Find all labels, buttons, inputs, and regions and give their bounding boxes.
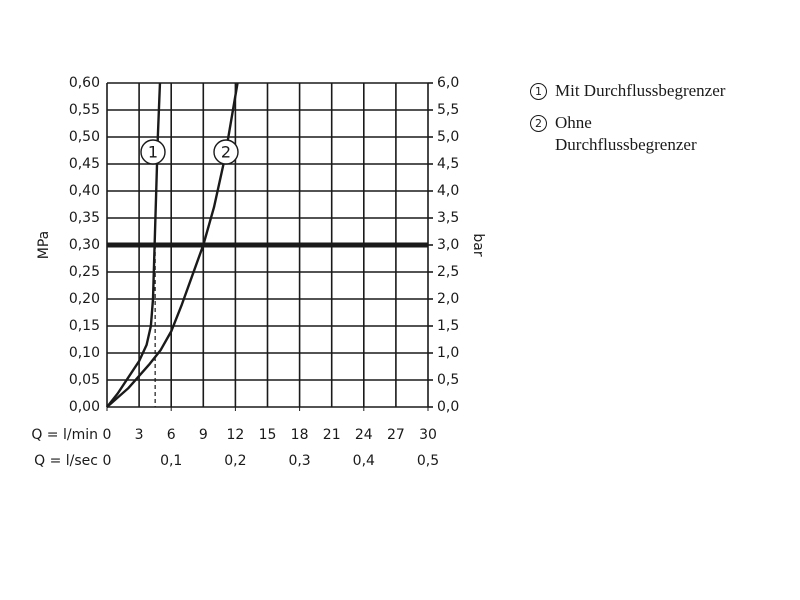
y2-tick-label: 1,5 bbox=[437, 318, 459, 334]
x2-tick-label: 0,3 bbox=[288, 453, 310, 469]
x-tick-label: 24 bbox=[355, 427, 373, 443]
x-tick-label: 18 bbox=[291, 427, 309, 443]
y-tick-label: 0,40 bbox=[69, 183, 100, 199]
x-tick-label: 15 bbox=[259, 427, 277, 443]
curve-label: 2 bbox=[221, 143, 231, 162]
y2-tick-label: 2,5 bbox=[437, 264, 459, 280]
x-axis-label: Q = l/min bbox=[31, 427, 98, 443]
curve bbox=[106, 82, 239, 408]
x-tick-label: 3 bbox=[135, 427, 144, 443]
y2-tick-label: 5,5 bbox=[437, 102, 459, 118]
chart: MPa bar Q = l/min Q = l/sec 0 3 6 9 12 15 18 21… bbox=[31, 75, 486, 469]
x2-tick-label: 0,5 bbox=[417, 453, 439, 469]
y2-tick-label: 1,0 bbox=[437, 345, 459, 361]
y-axis-label: MPa bbox=[36, 231, 52, 259]
y2-tick-label: 0,0 bbox=[437, 399, 459, 415]
y-tick-label: 0,00 bbox=[69, 399, 100, 415]
legend-label: Ohne Durchflussbegrenzer bbox=[555, 113, 697, 154]
x2-tick-label: 0,1 bbox=[160, 453, 182, 469]
x2-axis-label: Q = l/sec bbox=[34, 453, 98, 469]
y-tick-label: 0,30 bbox=[69, 237, 100, 253]
x2-tick-label: 0,4 bbox=[353, 453, 375, 469]
legend-marker: 2 bbox=[530, 115, 547, 132]
y-tick-label: 0,15 bbox=[69, 318, 100, 334]
y2-tick-label: 4,5 bbox=[437, 156, 459, 172]
x-tick-label: 30 bbox=[419, 427, 437, 443]
y2-tick-label: 6,0 bbox=[437, 75, 459, 91]
y2-tick-label: 3,0 bbox=[437, 237, 459, 253]
y-tick-label: 0,55 bbox=[69, 102, 100, 118]
x-tick-label: 9 bbox=[199, 427, 208, 443]
y-tick-label: 0,35 bbox=[69, 210, 100, 226]
legend-item: 1 Mit Durchflussbegrenzer bbox=[530, 80, 790, 102]
y-tick-label: 0,60 bbox=[69, 75, 100, 91]
y-tick-label: 0,50 bbox=[69, 129, 100, 145]
curve bbox=[106, 82, 162, 408]
y2-tick-label: 3,5 bbox=[437, 210, 459, 226]
x-tick-label: 0 bbox=[103, 427, 112, 443]
x2-tick-label: 0,2 bbox=[224, 453, 246, 469]
curve-label-circle bbox=[140, 139, 166, 165]
curve-label-circle bbox=[213, 139, 239, 165]
y-tick-label: 0,10 bbox=[69, 345, 100, 361]
y2-axis-label: bar bbox=[470, 233, 486, 256]
y-tick-label: 0,45 bbox=[69, 156, 100, 172]
x-tick-label: 21 bbox=[323, 427, 341, 443]
y-tick-label: 0,05 bbox=[69, 372, 100, 388]
x-tick-label: 12 bbox=[226, 427, 244, 443]
legend: 1 Mit Durchflussbegrenzer 2 Ohne Durchfluss… bbox=[530, 80, 790, 166]
y2-tick-label: 4,0 bbox=[437, 183, 459, 199]
legend-marker: 1 bbox=[530, 83, 547, 100]
y-tick-label: 0,25 bbox=[69, 264, 100, 280]
x-tick-label: 27 bbox=[387, 427, 405, 443]
y2-tick-label: 2,0 bbox=[437, 291, 459, 307]
x-tick-label: 6 bbox=[167, 427, 176, 443]
legend-item: 2 Ohne Durchflussbegrenzer bbox=[530, 112, 790, 156]
y2-tick-label: 0,5 bbox=[437, 372, 459, 388]
curve-label: 1 bbox=[148, 143, 158, 162]
y2-tick-label: 5,0 bbox=[437, 129, 459, 145]
y-tick-label: 0,20 bbox=[69, 291, 100, 307]
x2-tick-label: 0 bbox=[103, 453, 112, 469]
legend-label: Mit Durchflussbegrenzer bbox=[555, 81, 726, 100]
